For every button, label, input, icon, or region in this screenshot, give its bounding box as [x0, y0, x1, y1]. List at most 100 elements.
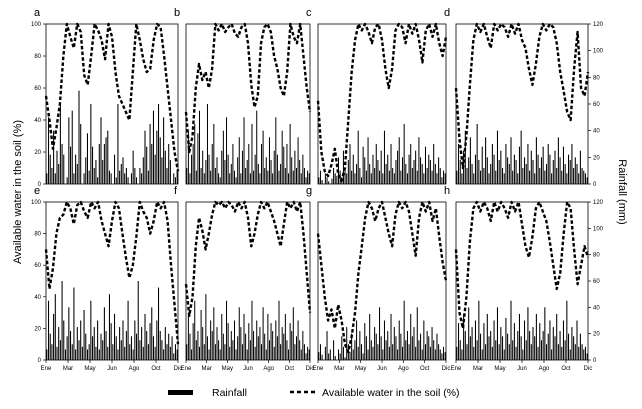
rainfall-bar: [139, 168, 141, 184]
x-tick-label: Oct: [420, 366, 430, 372]
rainfall-bar: [486, 313, 488, 360]
rainfall-bar: [210, 170, 212, 184]
rainfall-bar: [270, 323, 272, 360]
rainfall-bar: [421, 164, 423, 184]
rainfall-bar: [169, 160, 171, 184]
rainfall-bar: [202, 150, 204, 184]
rainfall-bar: [54, 294, 56, 360]
rainfall-bar: [283, 333, 285, 360]
rainfall-bar: [156, 130, 158, 184]
rainfall-bar: [159, 331, 161, 360]
rainfall-series: [186, 104, 310, 184]
rainfall-bar: [294, 344, 296, 360]
rainfall-bar: [347, 160, 349, 184]
rainfall-bar: [122, 157, 124, 184]
rainfall-bar: [507, 157, 509, 184]
rainfall-bar: [195, 340, 197, 360]
left-tick-label: 100: [31, 200, 42, 206]
panel-d: d 0 20 40 60 80 100 120: [444, 7, 604, 188]
rainfall-bar: [232, 340, 234, 360]
rainfall-bar: [513, 154, 515, 184]
x-tick-label: Mar: [201, 366, 211, 372]
rainfall-bar: [530, 344, 532, 360]
rainfall-series: [318, 124, 446, 184]
rainfall-bar: [444, 173, 446, 184]
rainfall-bar: [267, 170, 269, 184]
rainfall-bar: [149, 124, 151, 184]
x-tick-label: Ago: [263, 366, 274, 372]
rainfall-bar: [273, 346, 275, 360]
rainfall-bar: [265, 157, 267, 184]
rainfall-bar: [549, 320, 551, 360]
rainfall-bar: [349, 144, 351, 184]
rainfall-bar: [210, 320, 212, 360]
right-tick-label: 120: [593, 22, 604, 28]
rainfall-bar: [144, 130, 146, 184]
rainfall-bar: [410, 313, 412, 360]
rainfall-bar: [360, 344, 362, 360]
panel-a: a 0 20 40 60 80 100: [31, 7, 180, 188]
rainfall-bar: [518, 313, 520, 360]
rainfall-bar: [97, 177, 99, 184]
rainfall-bar: [124, 346, 126, 360]
rainfall-bar: [508, 344, 510, 360]
rainfall-bar: [305, 353, 307, 360]
rainfall-bar: [341, 336, 343, 360]
rainfall-bar: [73, 173, 75, 184]
right-tick-label: 100: [593, 49, 604, 55]
rainfall-bar: [326, 177, 328, 184]
rainfall-bar: [522, 168, 524, 184]
rainfall-bar: [76, 164, 78, 184]
rainfall-bar: [191, 349, 193, 360]
rainfall-bar: [305, 177, 307, 184]
rainfall-bar: [524, 320, 526, 360]
rainfall-bar: [48, 117, 50, 184]
rainfall-bar: [329, 349, 331, 360]
rainfall-bar: [248, 144, 250, 184]
rainfall-bar: [370, 340, 372, 360]
rainfall-bar: [105, 137, 107, 184]
rainfall-bar: [431, 327, 433, 360]
x-tick-label: Ago: [398, 366, 409, 372]
rainfall-bar: [158, 287, 160, 360]
rainfall-bar: [110, 323, 112, 360]
rainfall-bar: [240, 327, 242, 360]
rainfall-bar: [192, 144, 194, 184]
rainfall-bar: [370, 173, 372, 184]
rainfall-bar: [264, 168, 266, 184]
rainfall-bar: [571, 144, 573, 184]
rainfall-bar: [243, 313, 245, 360]
right-tick-label: 40: [593, 305, 600, 311]
rainfall-bar: [385, 164, 387, 184]
rainfall-bar: [284, 313, 286, 360]
rainfall-bar: [342, 346, 344, 360]
rainfall-bar: [529, 170, 531, 184]
rainfall-bar: [478, 160, 480, 184]
rainfall-bar: [98, 144, 100, 184]
rainfall-bar: [556, 168, 558, 184]
rainfall-bar: [515, 160, 517, 184]
rainfall-bar: [114, 313, 116, 360]
rainfall-bar: [125, 331, 127, 360]
rainfall-bar: [117, 104, 119, 184]
rainfall-bar: [216, 327, 218, 360]
rainfall-bar: [476, 124, 478, 184]
rainfall-bar: [326, 331, 328, 360]
rainfall-bar: [227, 323, 229, 360]
rainfall-bar: [240, 173, 242, 184]
x-tick-label: Ago: [129, 366, 140, 372]
x-tick-label: Oct: [151, 366, 161, 372]
rainfall-bar: [286, 340, 288, 360]
rainfall-bar: [58, 327, 60, 360]
rainfall-bar: [191, 154, 193, 184]
rainfall-bar: [229, 173, 231, 184]
rainfall-bar: [542, 146, 544, 184]
left-tick-label: 100: [31, 22, 42, 28]
rainfall-bar: [237, 157, 239, 184]
water-line: [44, 22, 180, 172]
rainfall-bar: [76, 327, 78, 360]
water-line: [44, 200, 180, 345]
rainfall-bar: [203, 344, 205, 360]
rainfall-bar: [261, 344, 263, 360]
rainfall-bar: [503, 349, 505, 360]
